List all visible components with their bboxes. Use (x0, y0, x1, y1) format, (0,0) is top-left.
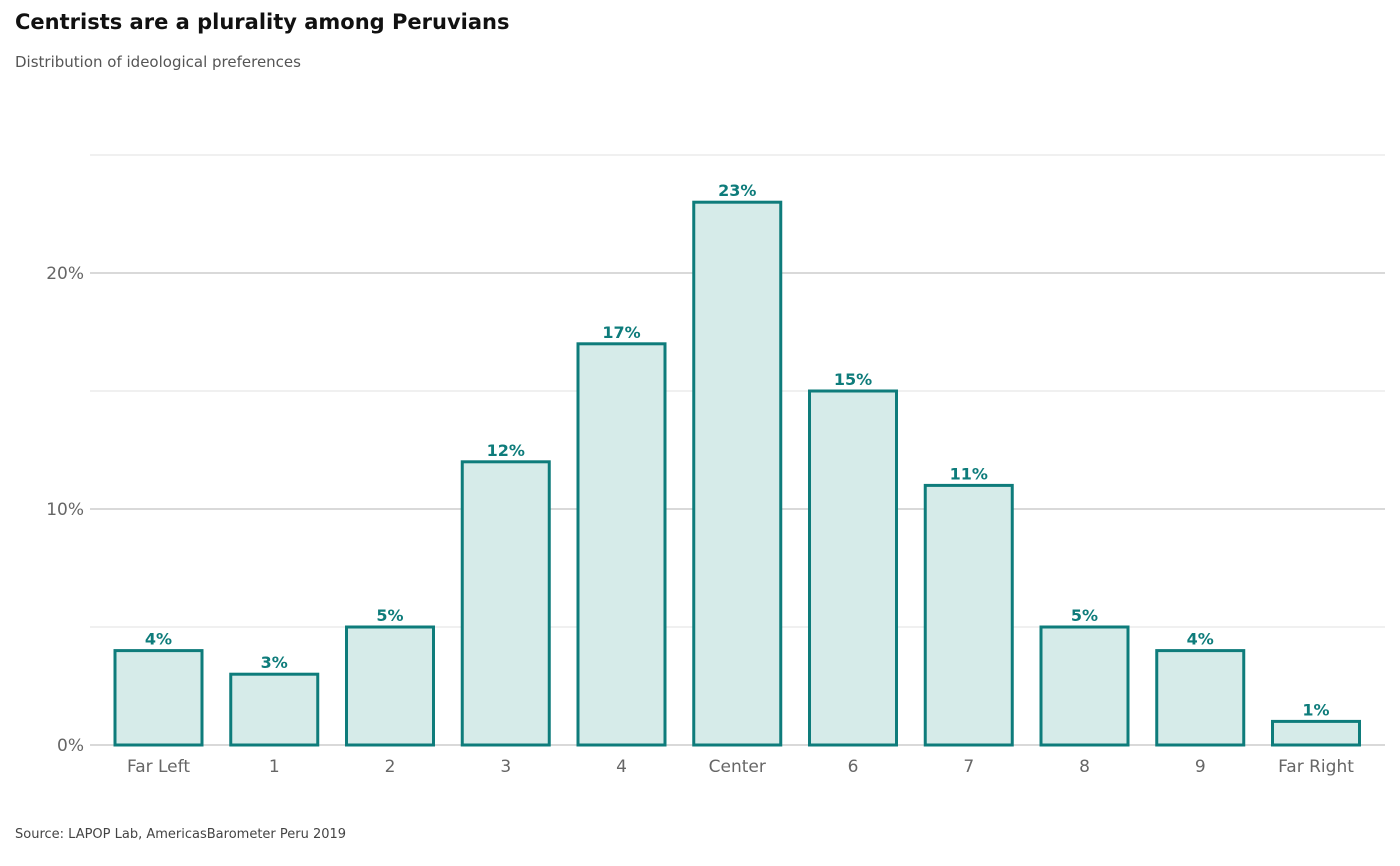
x-tick-label: 9 (1195, 757, 1206, 777)
data-label: 12% (487, 441, 525, 460)
bar (345, 625, 435, 747)
x-tick-label: Center (709, 757, 766, 777)
bar (460, 460, 551, 747)
x-tick-label: 4 (616, 757, 627, 777)
data-label: 3% (261, 653, 288, 672)
source-note: Source: LAPOP Lab, AmericasBarometer Per… (15, 827, 347, 842)
y-tick-label: 10% (46, 500, 84, 520)
bar (576, 342, 667, 747)
data-label: 11% (950, 464, 988, 483)
bar (1271, 719, 1361, 747)
data-label: 23% (718, 181, 756, 200)
data-label: 4% (145, 630, 172, 649)
data-label: 5% (1071, 606, 1098, 625)
data-label: 4% (1187, 630, 1214, 649)
data-label: 5% (376, 606, 403, 625)
bar (1039, 625, 1130, 747)
x-tick-label: Far Right (1278, 757, 1354, 777)
chart-title: Centrists are a plurality among Peruvian… (15, 10, 510, 34)
y-tick-label: 20% (46, 264, 84, 284)
bar (1155, 649, 1246, 747)
bar (923, 483, 1014, 747)
bar (692, 200, 783, 747)
y-tick-label: 0% (57, 736, 84, 756)
chart-subtitle: Distribution of ideological preferences (15, 53, 301, 71)
x-tick-label: Far Left (127, 757, 190, 777)
x-tick-label: 2 (385, 757, 396, 777)
x-tick-label: 3 (500, 757, 511, 777)
bar (229, 672, 320, 747)
bar (113, 649, 204, 747)
data-label: 15% (834, 370, 872, 389)
x-tick-label: 6 (848, 757, 859, 777)
data-label: 1% (1302, 700, 1329, 719)
x-tick-label: 7 (963, 757, 974, 777)
x-tick-label: 8 (1079, 757, 1090, 777)
bar (808, 389, 898, 747)
x-tick-label: 1 (269, 757, 280, 777)
data-label: 17% (602, 323, 640, 342)
